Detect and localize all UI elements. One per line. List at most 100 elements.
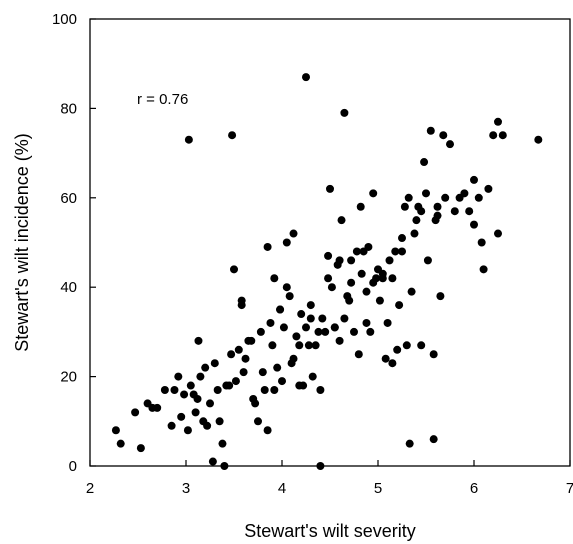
data-point — [391, 247, 400, 256]
data-point — [160, 386, 169, 395]
data-point — [429, 350, 438, 359]
data-point — [345, 296, 354, 305]
data-point — [393, 345, 402, 354]
data-point — [362, 287, 371, 296]
x-tick-label: 5 — [374, 480, 382, 497]
data-point — [364, 242, 373, 251]
data-point — [324, 251, 333, 260]
data-point — [263, 426, 272, 435]
data-point — [239, 368, 248, 377]
data-point — [477, 238, 486, 247]
x-tick-label: 2 — [86, 480, 94, 497]
data-point — [208, 457, 217, 466]
data-point — [446, 140, 454, 149]
data-point — [306, 301, 315, 310]
data-point — [383, 318, 392, 327]
data-point — [417, 207, 426, 216]
data-point — [422, 189, 430, 198]
data-point — [426, 126, 435, 135]
data-point — [237, 301, 246, 310]
data-point — [474, 193, 483, 202]
data-point — [273, 363, 282, 372]
data-point — [398, 247, 406, 256]
y-tick-label: 20 — [60, 369, 77, 386]
data-point — [433, 211, 442, 220]
data-point — [231, 377, 240, 386]
data-point — [417, 341, 426, 350]
data-point — [191, 408, 200, 417]
data-point — [282, 238, 291, 247]
data-point — [304, 341, 313, 350]
data-point — [350, 327, 358, 336]
data-point — [183, 426, 192, 435]
data-point — [279, 323, 288, 332]
data-point — [258, 368, 267, 377]
data-point — [441, 193, 450, 202]
x-tick-label: 7 — [566, 480, 573, 497]
data-point — [407, 287, 416, 296]
x-tick-label: 3 — [182, 480, 190, 497]
y-tick-label: 100 — [52, 11, 77, 28]
data-point — [213, 386, 222, 395]
data-point — [297, 310, 306, 319]
data-point — [494, 117, 502, 126]
data-point — [423, 256, 432, 265]
data-point — [295, 341, 304, 350]
data-point — [131, 408, 140, 417]
data-point — [450, 207, 459, 216]
data-point — [210, 359, 219, 368]
data-point — [494, 229, 502, 238]
data-point — [316, 386, 325, 395]
data-point — [263, 242, 272, 251]
x-tick-label: 4 — [278, 480, 286, 497]
data-point — [278, 377, 286, 386]
data-point — [220, 462, 229, 470]
data-point — [194, 336, 203, 345]
data-point — [302, 73, 310, 82]
data-point — [369, 189, 378, 198]
data-point — [292, 332, 301, 341]
data-point — [247, 336, 256, 345]
data-point — [439, 131, 448, 140]
data-point — [470, 175, 478, 184]
data-point — [395, 301, 404, 310]
data-point — [354, 350, 363, 359]
data-point — [318, 314, 327, 323]
data-point — [405, 439, 414, 448]
data-point — [410, 229, 419, 238]
data-point — [180, 390, 189, 399]
data-point — [484, 184, 493, 193]
x-axis-ticks: 2 3 4 5 6 7 — [86, 460, 573, 497]
data-point — [116, 439, 125, 448]
data-point — [196, 372, 205, 381]
data-point — [335, 336, 344, 345]
data-point — [378, 274, 387, 283]
data-point — [111, 426, 120, 435]
correlation-annotation: r = 0.76 — [137, 91, 188, 108]
data-point — [337, 216, 346, 225]
data-point — [206, 399, 214, 408]
data-point — [186, 381, 195, 390]
data-point — [299, 381, 308, 390]
y-tick-label: 0 — [69, 458, 77, 475]
data-point — [362, 318, 371, 327]
data-point — [366, 327, 375, 336]
data-point — [316, 462, 325, 470]
data-point — [201, 363, 210, 372]
data-point — [436, 292, 445, 301]
data-point — [352, 247, 361, 256]
data-point — [251, 399, 260, 408]
data-point — [270, 274, 279, 283]
x-axis-title: Stewart's wilt severity — [244, 521, 415, 541]
data-point — [388, 359, 397, 368]
data-point — [266, 318, 275, 327]
data-point — [256, 327, 265, 336]
data-point — [460, 189, 469, 198]
data-point — [400, 202, 409, 211]
data-points — [111, 73, 543, 470]
x-tick-label: 6 — [470, 480, 478, 497]
data-point — [429, 435, 438, 444]
data-point — [174, 372, 183, 381]
data-point — [398, 234, 406, 243]
